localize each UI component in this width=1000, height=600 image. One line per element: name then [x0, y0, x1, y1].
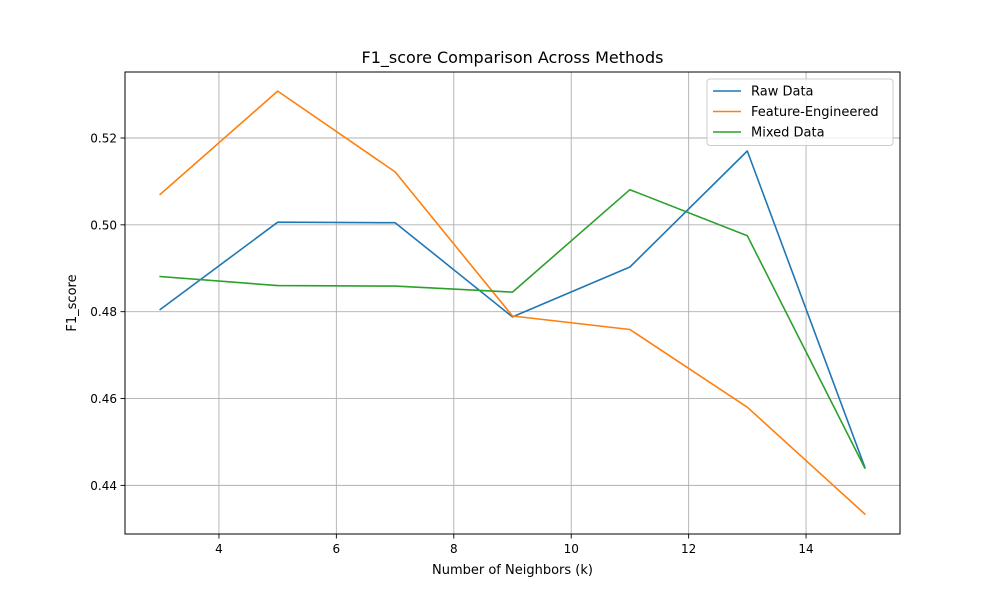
- plot-frame: [124, 71, 901, 535]
- legend-label: Feature-Engineered: [751, 105, 879, 120]
- series-lines: [159, 90, 866, 516]
- x-tick-label: 4: [215, 542, 223, 556]
- legend-label: Raw Data: [751, 85, 814, 100]
- x-tick-label: 6: [333, 542, 341, 556]
- x-tick-label: 8: [450, 542, 458, 556]
- legend: Raw Data Feature-Engineered Mixed Data: [706, 78, 894, 146]
- chart-title: F1_score Comparison Across Methods: [362, 48, 664, 68]
- y-tick-label: 0.50: [90, 218, 117, 232]
- x-tick-label: 14: [798, 542, 813, 556]
- series-line-2: [159, 188, 866, 470]
- x-tick-label: 12: [681, 542, 696, 556]
- y-axis-label: F1_score: [65, 274, 80, 331]
- y-tick-label: 0.44: [90, 479, 117, 493]
- x-tick-label: 10: [564, 542, 579, 556]
- series-line-0: [159, 150, 866, 469]
- legend-box: [706, 78, 894, 146]
- legend-label: Mixed Data: [751, 126, 825, 141]
- axis-ticks: 4 6 8 10 12 14 0.44 0.46 0.48 0.50 0.52: [90, 132, 813, 557]
- x-axis-label: Number of Neighbors (k): [432, 563, 593, 578]
- y-tick-label: 0.46: [90, 392, 117, 406]
- series-line-1: [159, 90, 866, 516]
- y-tick-label: 0.48: [90, 305, 117, 319]
- y-tick-label: 0.52: [90, 132, 117, 146]
